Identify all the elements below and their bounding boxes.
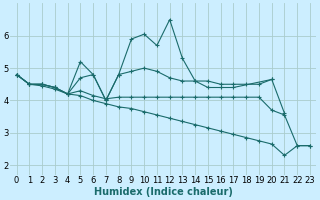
X-axis label: Humidex (Indice chaleur): Humidex (Indice chaleur) xyxy=(94,187,233,197)
